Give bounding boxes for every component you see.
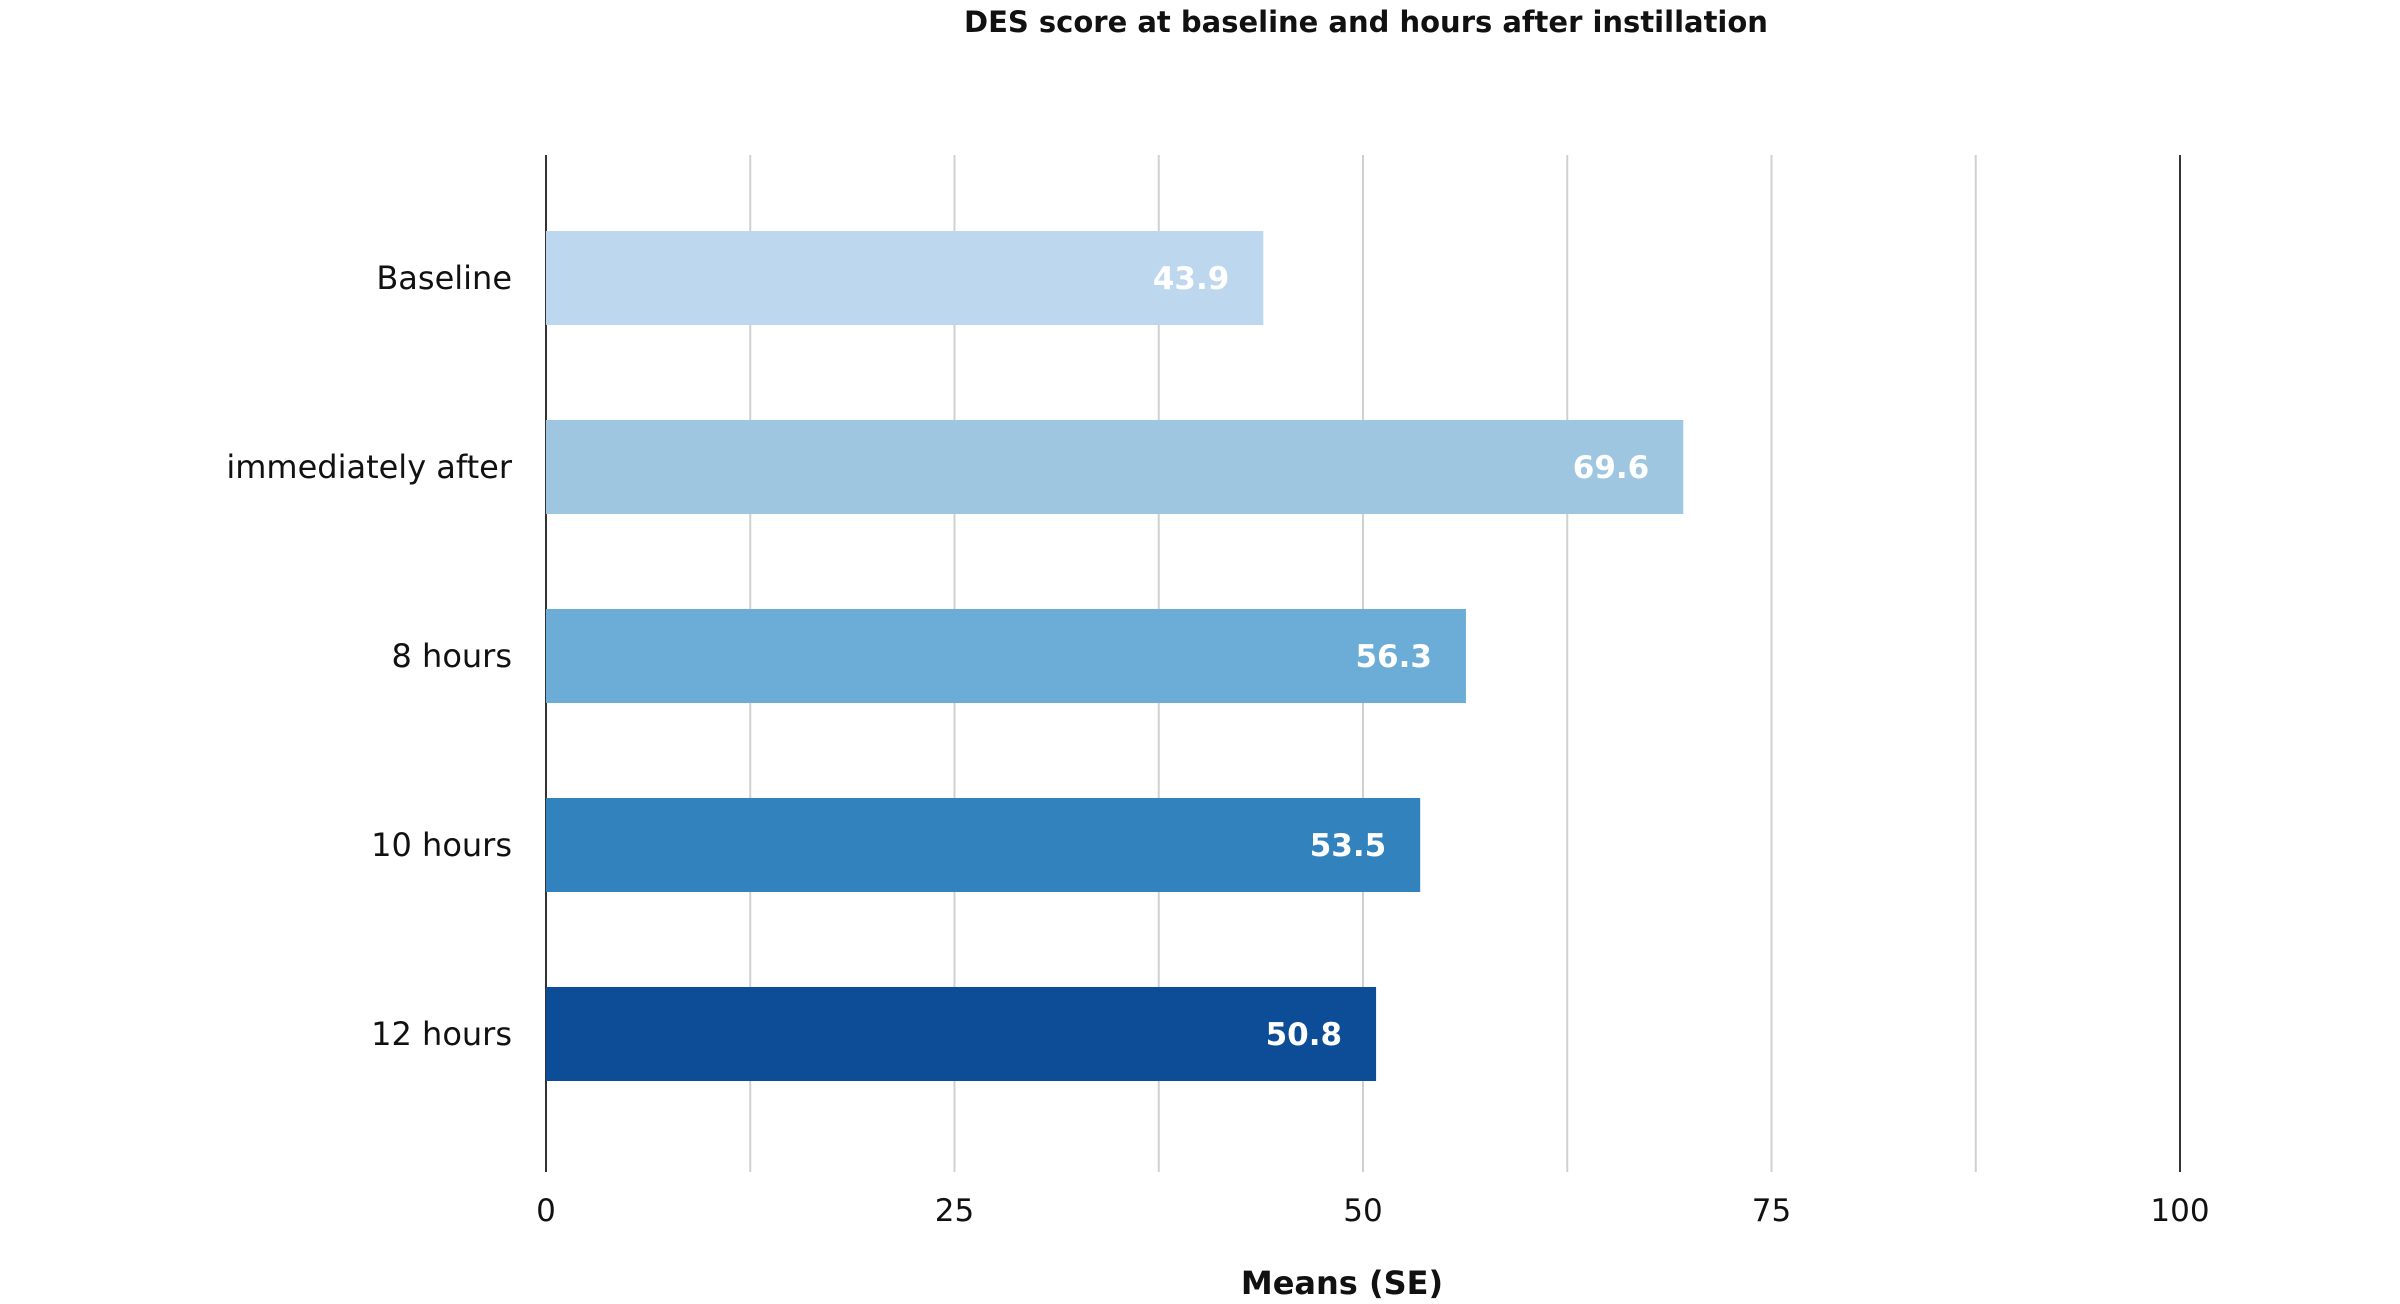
bar-value-label-3: 53.5 [1310,828,1387,864]
x-tick-label-75: 75 [1752,1193,1791,1229]
bar-value-label-4: 50.8 [1266,1017,1343,1053]
category-label-0: Baseline [376,259,512,297]
x-tick-labels: 0 25 50 75 100 [536,1193,2209,1229]
bar-value-label-2: 56.3 [1355,639,1432,675]
bar-1 [546,420,1684,514]
category-label-4: 12 hours [371,1015,512,1053]
x-axis-title: Means (SE) [1241,1264,1443,1302]
category-label-3: 10 hours [371,826,512,864]
bar-value-label-0: 43.9 [1153,261,1230,297]
chart-title: DES score at baseline and hours after in… [964,5,1768,39]
bar-4 [546,987,1377,1081]
x-tick-label-100: 100 [2150,1193,2209,1229]
x-tick-label-25: 25 [935,1193,974,1229]
bar-2 [546,609,1466,703]
x-tick-label-50: 50 [1343,1193,1382,1229]
bars: 43.9 69.6 56.3 53.5 50.8 [546,231,1684,1081]
category-labels: Baseline immediately after 8 hours 10 hours… [226,259,513,1053]
x-tick-label-0: 0 [536,1193,556,1229]
category-label-2: 8 hours [392,637,513,675]
category-label-1: immediately after [226,448,513,486]
bar-0 [546,231,1264,325]
bar-3 [546,798,1421,892]
bar-value-label-1: 69.6 [1573,450,1650,486]
